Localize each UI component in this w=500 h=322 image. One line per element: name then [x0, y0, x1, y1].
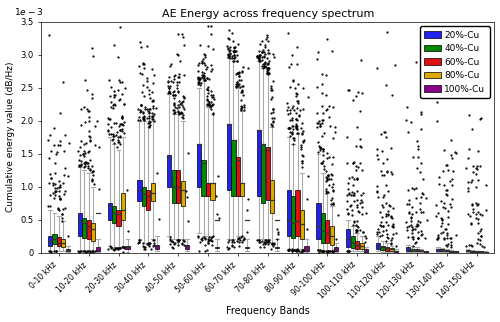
- Bar: [304, 246, 308, 251]
- Bar: [376, 243, 380, 249]
- Bar: [261, 144, 266, 203]
- Bar: [274, 247, 279, 248]
- Bar: [420, 250, 424, 251]
- Bar: [126, 246, 130, 249]
- Bar: [364, 249, 368, 252]
- Bar: [334, 247, 338, 251]
- Bar: [215, 247, 219, 248]
- Bar: [236, 157, 240, 196]
- Bar: [66, 249, 70, 251]
- Bar: [240, 183, 244, 196]
- Bar: [406, 247, 410, 251]
- Bar: [286, 190, 290, 236]
- Bar: [326, 220, 330, 243]
- Bar: [449, 251, 454, 252]
- Bar: [172, 170, 176, 203]
- Bar: [390, 248, 394, 251]
- Bar: [206, 183, 210, 196]
- Bar: [424, 251, 428, 252]
- Bar: [112, 206, 116, 223]
- Bar: [454, 251, 458, 252]
- Bar: [415, 249, 419, 251]
- Bar: [470, 251, 474, 252]
- Bar: [82, 218, 86, 238]
- Bar: [444, 250, 449, 251]
- Bar: [121, 193, 125, 220]
- Bar: [108, 203, 112, 220]
- Bar: [52, 234, 56, 244]
- Bar: [185, 245, 190, 249]
- Bar: [270, 180, 274, 213]
- Bar: [156, 245, 160, 249]
- Bar: [232, 140, 235, 196]
- Bar: [78, 213, 82, 236]
- Bar: [321, 213, 325, 243]
- Bar: [142, 186, 146, 206]
- Bar: [316, 203, 320, 239]
- Bar: [360, 243, 364, 249]
- Bar: [330, 226, 334, 245]
- Legend: 20%-Cu, 40%-Cu, 60%-Cu, 80%-Cu, 100%-Cu: 20%-Cu, 40%-Cu, 60%-Cu, 80%-Cu, 100%-Cu: [420, 26, 490, 98]
- Title: AE Energy across frequency spectrum: AE Energy across frequency spectrum: [162, 9, 374, 19]
- Bar: [62, 239, 66, 247]
- Bar: [350, 236, 355, 248]
- Y-axis label: Cumulative energy value (dB/Hz): Cumulative energy value (dB/Hz): [6, 62, 15, 212]
- Bar: [48, 236, 52, 246]
- Bar: [440, 249, 444, 251]
- Text: $1e-3$: $1e-3$: [14, 6, 43, 17]
- Bar: [479, 251, 483, 252]
- Bar: [151, 183, 155, 201]
- Bar: [256, 130, 261, 196]
- Bar: [146, 190, 150, 210]
- Bar: [96, 247, 100, 251]
- Bar: [291, 196, 295, 238]
- Bar: [202, 160, 205, 196]
- Bar: [385, 247, 389, 251]
- Bar: [394, 251, 398, 252]
- Bar: [138, 180, 141, 201]
- Bar: [355, 241, 360, 249]
- Bar: [86, 220, 91, 239]
- Bar: [474, 251, 478, 252]
- Bar: [57, 237, 61, 246]
- Bar: [296, 190, 300, 236]
- Bar: [180, 181, 185, 206]
- Bar: [436, 249, 440, 251]
- Bar: [266, 147, 270, 200]
- Bar: [197, 144, 201, 186]
- Bar: [245, 247, 249, 248]
- Bar: [167, 155, 172, 186]
- Bar: [300, 210, 304, 239]
- Bar: [116, 210, 120, 226]
- Bar: [227, 124, 231, 190]
- Bar: [346, 230, 350, 247]
- Bar: [210, 183, 214, 200]
- Bar: [466, 250, 469, 251]
- X-axis label: Frequency Bands: Frequency Bands: [226, 307, 310, 317]
- Bar: [410, 249, 414, 251]
- Bar: [91, 223, 96, 241]
- Bar: [380, 246, 384, 250]
- Bar: [176, 170, 180, 203]
